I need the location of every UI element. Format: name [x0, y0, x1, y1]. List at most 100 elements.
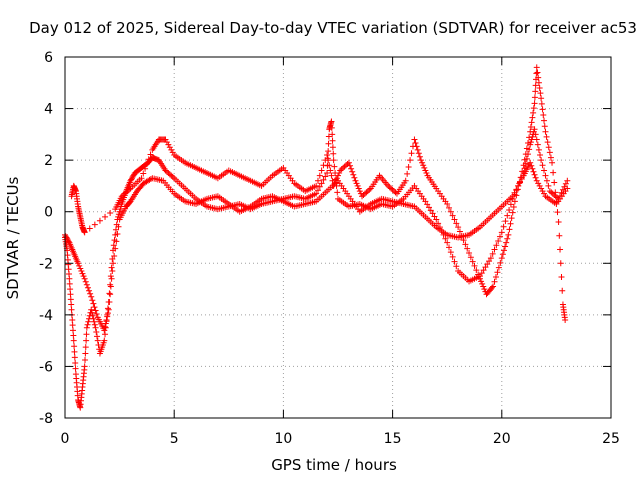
- data-point: [163, 139, 170, 146]
- data-point: [493, 242, 500, 249]
- data-point: [87, 290, 94, 297]
- data-point: [348, 165, 355, 172]
- data-point: [537, 90, 544, 97]
- data-point: [508, 215, 515, 222]
- data-point: [532, 131, 539, 138]
- data-point: [500, 223, 507, 230]
- data-point: [165, 141, 172, 148]
- data-point: [107, 283, 114, 290]
- data-point: [533, 177, 540, 184]
- data-point: [105, 306, 112, 313]
- data-point: [102, 320, 109, 327]
- data-point: [65, 238, 72, 245]
- data-point: [69, 317, 76, 324]
- data-point: [107, 210, 114, 217]
- data-point: [527, 139, 534, 146]
- data-point: [350, 171, 357, 178]
- data-point: [533, 136, 540, 143]
- data-point: [475, 271, 482, 278]
- data-point: [530, 105, 537, 112]
- data-point: [466, 249, 473, 256]
- data-point: [549, 159, 556, 166]
- data-point: [68, 301, 75, 308]
- data-point: [93, 310, 100, 317]
- data-point: [550, 169, 557, 176]
- data-point: [528, 119, 535, 126]
- data-point: [77, 265, 84, 272]
- data-point: [169, 149, 176, 156]
- data-point: [530, 168, 537, 175]
- data-point: [514, 186, 521, 193]
- data-point: [540, 112, 547, 119]
- data-point: [494, 269, 501, 276]
- data-point: [338, 166, 345, 173]
- data-point: [523, 145, 530, 152]
- data-point: [527, 159, 534, 166]
- data-point: [316, 172, 323, 179]
- data-point: [70, 337, 77, 344]
- data-point: [165, 170, 172, 177]
- data-point: [80, 273, 87, 280]
- data-point: [542, 128, 549, 135]
- data-point: [536, 182, 543, 189]
- data-point: [492, 274, 499, 281]
- data-point: [107, 273, 114, 280]
- data-point: [542, 172, 549, 179]
- data-point: [502, 218, 509, 225]
- data-point: [108, 264, 115, 271]
- data-point: [480, 283, 487, 290]
- data-point: [509, 193, 516, 200]
- data-point: [91, 304, 98, 311]
- data-point: [525, 139, 532, 146]
- data-point: [83, 324, 90, 331]
- data-point: [557, 246, 564, 253]
- data-point: [327, 167, 334, 174]
- data-point: [456, 228, 463, 235]
- data-point: [431, 213, 438, 220]
- data-point: [126, 186, 133, 193]
- y-tick-labels: -8 -6 -4 -2 0 2 4 6: [39, 50, 53, 427]
- data-point: [504, 235, 511, 242]
- x-tick-label: 15: [384, 431, 402, 447]
- data-point: [363, 189, 370, 196]
- data-point: [333, 175, 340, 182]
- data-point: [564, 185, 571, 192]
- data-point: [422, 198, 429, 205]
- data-point: [92, 324, 99, 331]
- data-point: [422, 167, 429, 174]
- data-point: [481, 286, 488, 293]
- data-point: [115, 211, 122, 218]
- data-point: [467, 254, 474, 261]
- data-point: [143, 161, 150, 168]
- x-tick-labels: 0 5 10 15 20 25: [61, 431, 620, 447]
- data-point: [324, 151, 331, 158]
- data-point: [411, 136, 418, 143]
- data-point: [498, 255, 505, 262]
- data-point: [529, 114, 536, 121]
- data-point: [106, 298, 113, 305]
- chart-title: Day 012 of 2025, Sidereal Day-to-day VTE…: [29, 19, 637, 37]
- data-point: [89, 312, 96, 319]
- data-point: [533, 64, 540, 71]
- data-point: [503, 239, 510, 246]
- data-point: [517, 179, 523, 186]
- data-point: [527, 124, 534, 131]
- y-tick-label: -2: [39, 256, 53, 272]
- data-point: [491, 246, 498, 253]
- data-point: [102, 331, 109, 338]
- data-point: [482, 264, 489, 271]
- data-point: [71, 348, 78, 355]
- data-point: [71, 343, 78, 350]
- x-tick-label: 25: [602, 431, 620, 447]
- data-point: [116, 208, 123, 215]
- data-point: [552, 189, 559, 196]
- data-point: [128, 176, 135, 183]
- data-point: [320, 162, 327, 169]
- data-point: [169, 173, 176, 180]
- y-tick-label: -6: [39, 359, 53, 375]
- data-point: [162, 136, 169, 143]
- data-point: [147, 151, 154, 158]
- data-point: [104, 310, 111, 317]
- series-trace-3: [68, 64, 569, 324]
